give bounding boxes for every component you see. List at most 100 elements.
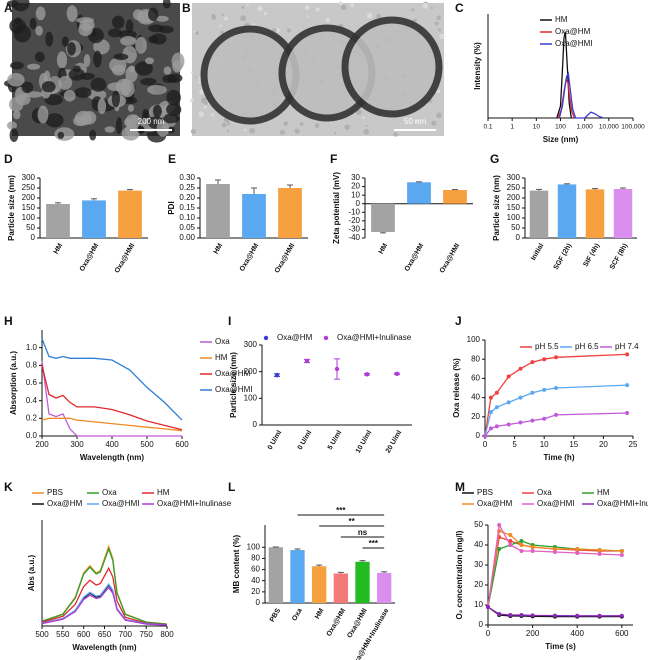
grain-texture [240,15,247,22]
pore-texture [145,57,155,65]
bar [407,182,431,204]
series-line [41,365,183,431]
bar [443,190,467,204]
bar [371,203,395,232]
pore-texture [24,91,44,98]
point [518,366,523,371]
bar [377,572,392,603]
pore-texture [163,66,172,75]
grain-texture [314,123,320,128]
point [364,372,370,377]
x-tick-label: 550 [56,630,70,639]
y-tick-label: 30 [474,560,483,569]
point [619,553,624,557]
grain-texture [190,71,194,74]
grain-texture [294,128,300,134]
x-tick-label: 1 [510,124,514,131]
point [508,613,513,617]
grain-texture [221,13,224,16]
y-tick-label: 60 [471,374,480,383]
scale-bar-label: 200 nm [138,117,165,126]
x-tick-label: 0 [486,629,491,638]
x-tick-label: 20 [599,440,608,449]
significance-label: *** [369,539,379,548]
significance-label: ns [358,528,368,537]
panel-letter: B [182,1,191,15]
legend-label: Oxa@HMI [555,39,592,48]
pore-texture [147,84,167,95]
bar [290,550,305,603]
panel-letter: M [455,480,465,494]
x-axis-label: Time (s) [545,642,576,651]
legend-label: Oxa@HMI+Inulinase [337,333,412,342]
pore-texture [9,18,26,34]
pore-texture [93,50,102,68]
legend-label: Oxa@HMI+Inulinase [597,499,648,508]
grain-texture [422,2,429,9]
x-tick-label: 20 U/ml [385,429,404,454]
pore-texture [61,36,69,47]
grain-texture [246,3,250,7]
point [488,426,493,431]
grain-texture [283,121,289,126]
pore-texture [156,120,170,137]
x-tick-label: SGF (2h) [553,242,574,271]
point [394,371,400,376]
bar [557,184,577,238]
series-line [558,71,604,119]
pore-texture [113,53,129,61]
x-tick-label: 5 [512,440,517,449]
panel-letter: G [490,152,499,166]
pore-texture [111,64,126,76]
pore-texture [90,77,107,92]
pore-texture [166,103,182,116]
x-axis-label: Wavelength (nm) [80,453,144,462]
pore-texture [41,81,56,93]
grain-texture [227,130,230,133]
y-axis-label: Particle size (nm) [492,175,501,241]
grain-texture [434,21,439,26]
pore-texture [142,108,149,118]
y-tick-label: 0 [31,233,36,242]
pore-texture [74,110,92,126]
point [530,545,535,549]
y-tick-label: 100 [244,393,258,402]
pore-texture [66,5,78,22]
legend-label: pH 6.5 [575,342,599,351]
pore-texture [125,114,141,129]
pore-texture [162,74,177,84]
series-line [41,417,183,432]
legend-label: Oxa@HMI [537,499,574,508]
x-tick-label: 10 [533,124,541,131]
x-tick-label: 200 [35,440,49,449]
x-tick-label: Initial [530,242,545,261]
pore-texture [76,17,95,24]
y-tick-label: 0.8 [26,360,38,369]
legend-label: Oxa@HMI [215,385,252,394]
pore-texture [127,104,134,112]
pore-texture [54,127,75,141]
pore-texture [111,90,121,108]
legend-label: Oxa@HM [555,27,591,36]
panel-letter: H [4,314,13,328]
point [519,539,524,543]
pore-texture [87,89,107,101]
grain-texture [198,111,205,117]
y-tick-label: 0.20 [179,193,195,202]
pore-texture [35,6,46,21]
series-line [41,544,168,625]
x-tick-label: 200 [526,629,540,638]
y-tick-label: 150 [22,203,36,212]
pore-texture [74,87,92,98]
y-tick-label: 0.30 [179,173,195,182]
point [597,613,602,618]
pore-texture [134,61,153,76]
pore-texture [79,72,95,80]
panel-letter: K [4,480,13,494]
grain-texture [195,31,200,35]
y-tick-label: 0 [516,233,521,242]
panel-letter: L [228,480,235,494]
grain-texture [241,6,245,9]
bar [206,184,230,238]
x-axis-label: Wavelength (nm) [72,643,136,652]
